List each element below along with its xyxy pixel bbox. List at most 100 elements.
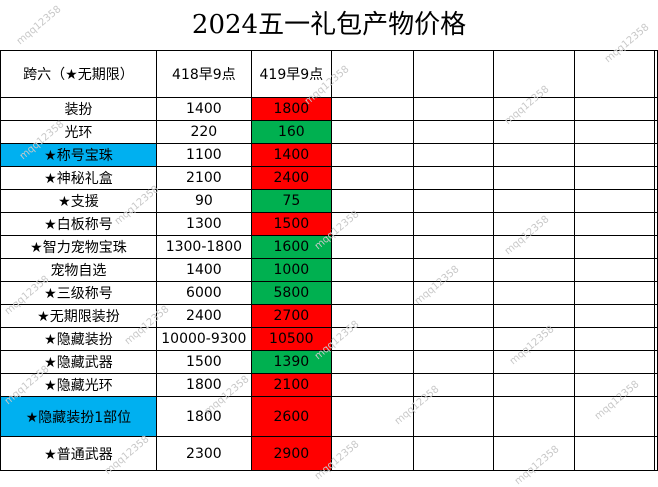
price-418-cell[interactable]: 10000-9300 xyxy=(155,327,252,351)
empty-cell[interactable] xyxy=(412,212,495,236)
empty-cell[interactable] xyxy=(412,436,495,471)
empty-cell[interactable] xyxy=(330,166,414,190)
price-419-cell[interactable]: 1400 xyxy=(250,143,332,167)
empty-cell[interactable] xyxy=(493,258,576,282)
empty-cell[interactable] xyxy=(412,235,495,259)
empty-cell[interactable] xyxy=(412,120,495,144)
price-418-cell[interactable]: 1300-1800 xyxy=(155,235,252,259)
empty-cell[interactable] xyxy=(653,212,658,236)
empty-cell[interactable] xyxy=(330,189,414,213)
empty-cell[interactable] xyxy=(412,396,495,437)
empty-cell[interactable] xyxy=(653,143,658,167)
empty-cell[interactable] xyxy=(574,304,655,328)
empty-cell[interactable] xyxy=(412,304,495,328)
empty-cell[interactable] xyxy=(574,166,655,190)
empty-cell[interactable] xyxy=(412,166,495,190)
empty-cell[interactable] xyxy=(653,396,658,437)
empty-cell[interactable] xyxy=(574,373,655,397)
empty-cell[interactable] xyxy=(330,212,414,236)
empty-cell[interactable] xyxy=(574,50,655,98)
empty-cell[interactable] xyxy=(412,97,495,121)
item-name-cell[interactable]: ★隐藏装扮1部位 xyxy=(0,396,157,437)
empty-cell[interactable] xyxy=(574,350,655,374)
empty-cell[interactable] xyxy=(412,189,495,213)
empty-cell[interactable] xyxy=(493,166,576,190)
empty-cell[interactable] xyxy=(412,258,495,282)
header-cell-418[interactable]: 418早9点 xyxy=(155,50,252,98)
price-418-cell[interactable]: 90 xyxy=(155,189,252,213)
empty-cell[interactable] xyxy=(330,436,414,471)
empty-cell[interactable] xyxy=(412,50,495,98)
empty-cell[interactable] xyxy=(330,350,414,374)
price-418-cell[interactable]: 1800 xyxy=(155,373,252,397)
empty-cell[interactable] xyxy=(653,281,658,305)
empty-cell[interactable] xyxy=(574,281,655,305)
empty-cell[interactable] xyxy=(330,120,414,144)
item-name-cell[interactable]: 宠物自选 xyxy=(0,258,157,282)
item-name-cell[interactable]: ★普通武器 xyxy=(0,436,157,471)
price-418-cell[interactable]: 2100 xyxy=(155,166,252,190)
empty-cell[interactable] xyxy=(653,97,658,121)
price-418-cell[interactable]: 1400 xyxy=(155,258,252,282)
empty-cell[interactable] xyxy=(653,304,658,328)
price-418-cell[interactable]: 6000 xyxy=(155,281,252,305)
empty-cell[interactable] xyxy=(412,350,495,374)
empty-cell[interactable] xyxy=(653,327,658,351)
price-419-cell[interactable]: 1800 xyxy=(250,97,332,121)
empty-cell[interactable] xyxy=(493,143,576,167)
price-419-cell[interactable]: 1000 xyxy=(250,258,332,282)
empty-cell[interactable] xyxy=(493,281,576,305)
empty-cell[interactable] xyxy=(574,120,655,144)
price-419-cell[interactable]: 1390 xyxy=(250,350,332,374)
item-name-cell[interactable]: 光环 xyxy=(0,120,157,144)
price-419-cell[interactable]: 2100 xyxy=(250,373,332,397)
empty-cell[interactable] xyxy=(493,189,576,213)
header-cell-419[interactable]: 419早9点 xyxy=(250,50,332,98)
item-name-cell[interactable]: ★智力宠物宝珠 xyxy=(0,235,157,259)
empty-cell[interactable] xyxy=(493,304,576,328)
price-418-cell[interactable]: 1800 xyxy=(155,396,252,437)
empty-cell[interactable] xyxy=(653,350,658,374)
empty-cell[interactable] xyxy=(493,235,576,259)
price-418-cell[interactable]: 1400 xyxy=(155,97,252,121)
empty-cell[interactable] xyxy=(330,258,414,282)
empty-cell[interactable] xyxy=(653,258,658,282)
empty-cell[interactable] xyxy=(412,373,495,397)
item-name-cell[interactable]: ★三级称号 xyxy=(0,281,157,305)
empty-cell[interactable] xyxy=(574,235,655,259)
empty-cell[interactable] xyxy=(493,350,576,374)
empty-cell[interactable] xyxy=(493,97,576,121)
price-419-cell[interactable]: 2400 xyxy=(250,166,332,190)
empty-cell[interactable] xyxy=(574,143,655,167)
empty-cell[interactable] xyxy=(330,373,414,397)
empty-cell[interactable] xyxy=(653,189,658,213)
price-419-cell[interactable]: 2900 xyxy=(250,436,332,471)
price-419-cell[interactable]: 160 xyxy=(250,120,332,144)
empty-cell[interactable] xyxy=(574,396,655,437)
item-name-cell[interactable]: ★隐藏武器 xyxy=(0,350,157,374)
price-418-cell[interactable]: 2300 xyxy=(155,436,252,471)
empty-cell[interactable] xyxy=(330,281,414,305)
empty-cell[interactable] xyxy=(330,327,414,351)
empty-cell[interactable] xyxy=(330,50,414,98)
empty-cell[interactable] xyxy=(412,327,495,351)
price-418-cell[interactable]: 2400 xyxy=(155,304,252,328)
item-name-cell[interactable]: ★白板称号 xyxy=(0,212,157,236)
empty-cell[interactable] xyxy=(574,189,655,213)
item-name-cell[interactable]: ★无期限装扮 xyxy=(0,304,157,328)
empty-cell[interactable] xyxy=(330,143,414,167)
price-418-cell[interactable]: 220 xyxy=(155,120,252,144)
price-419-cell[interactable]: 1600 xyxy=(250,235,332,259)
empty-cell[interactable] xyxy=(493,327,576,351)
item-name-cell[interactable]: ★称号宝珠 xyxy=(0,143,157,167)
empty-cell[interactable] xyxy=(330,97,414,121)
empty-cell[interactable] xyxy=(574,212,655,236)
empty-cell[interactable] xyxy=(574,327,655,351)
empty-cell[interactable] xyxy=(653,373,658,397)
empty-cell[interactable] xyxy=(412,281,495,305)
empty-cell[interactable] xyxy=(653,436,658,471)
price-418-cell[interactable]: 1100 xyxy=(155,143,252,167)
empty-cell[interactable] xyxy=(493,396,576,437)
empty-cell[interactable] xyxy=(493,120,576,144)
item-name-cell[interactable]: ★隐藏装扮 xyxy=(0,327,157,351)
